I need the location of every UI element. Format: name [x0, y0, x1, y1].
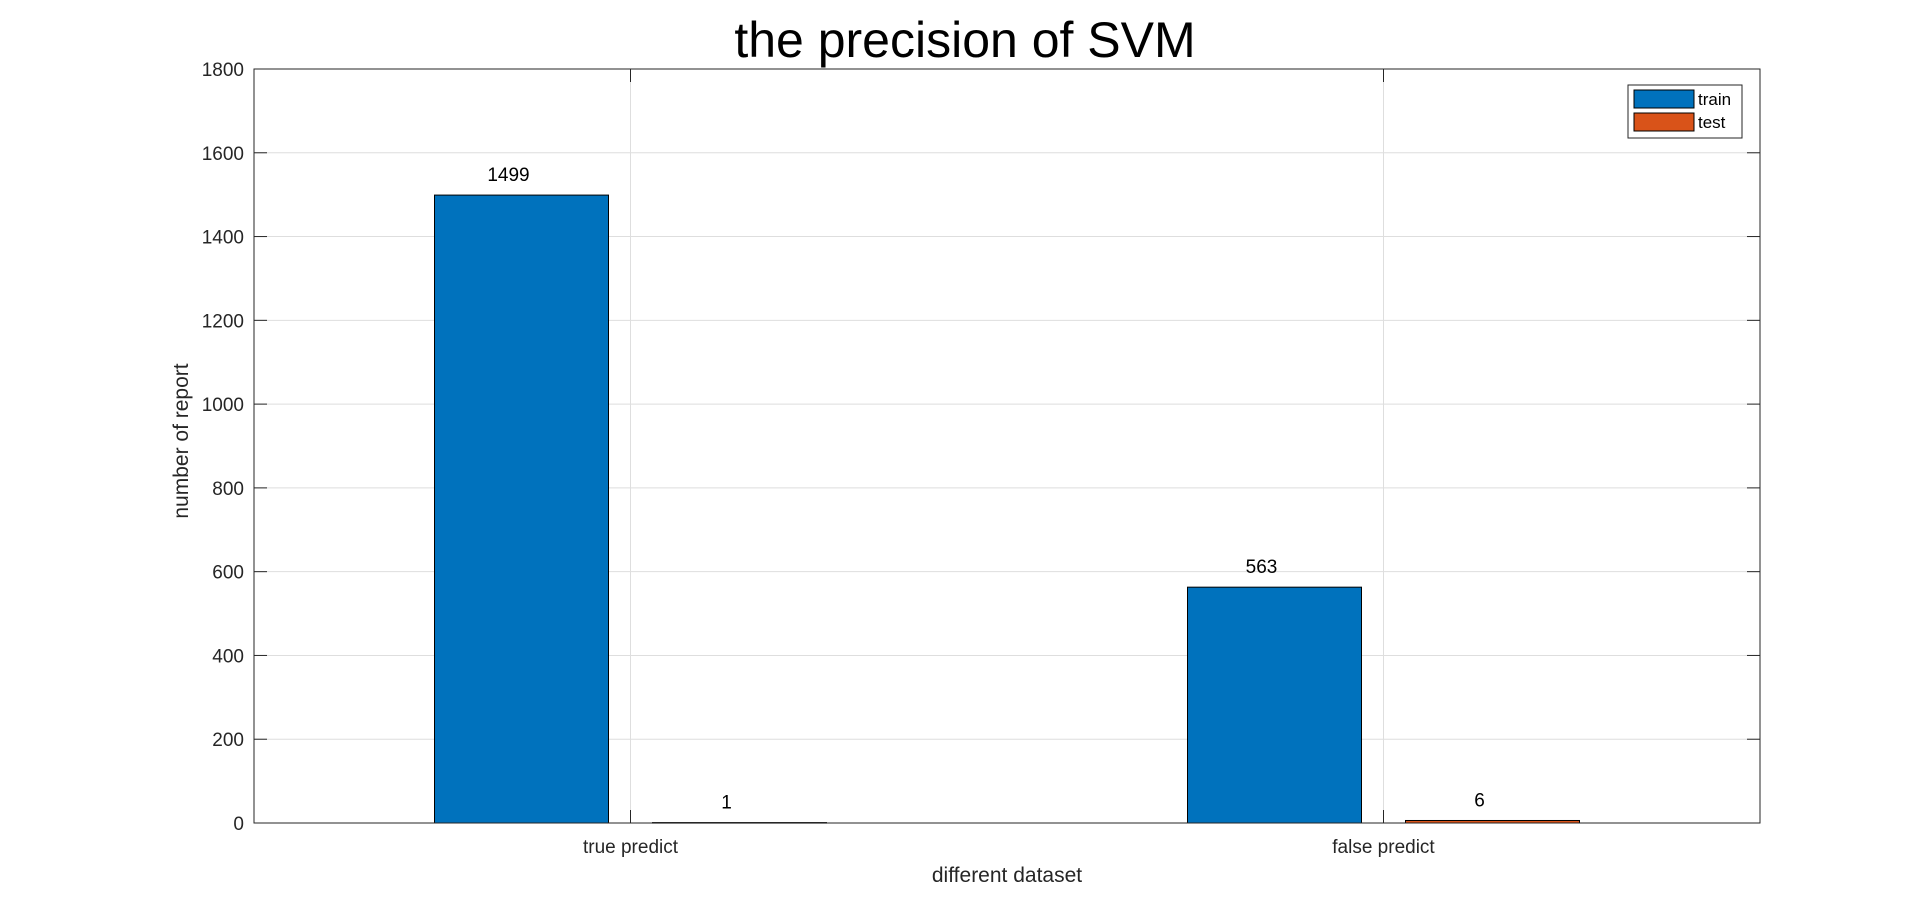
y-tick-label: 1200	[202, 311, 244, 332]
data-label-test-0: 1	[721, 793, 732, 814]
data-label-train-1: 563	[1246, 557, 1278, 578]
x-axis-label: different dataset	[932, 864, 1082, 887]
chart-title: the precision of SVM	[734, 12, 1195, 68]
plot-area-border	[253, 68, 1761, 824]
data-label-train-0: 1499	[487, 165, 529, 186]
y-tick-label: 800	[212, 479, 244, 500]
y-tick-label: 1000	[202, 395, 244, 416]
y-tick-label: 200	[212, 730, 244, 751]
data-label-test-1: 6	[1474, 790, 1485, 811]
y-tick-label: 0	[233, 814, 244, 835]
x-tick-label: true predict	[583, 837, 679, 858]
bar-train-1	[1187, 586, 1362, 824]
legend-swatch-test	[1633, 112, 1695, 132]
y-tick-label: 1600	[202, 144, 244, 165]
x-tick-label: false predict	[1332, 837, 1435, 858]
legend-label-test: test	[1698, 113, 1726, 132]
y-tick-label: 1800	[202, 60, 244, 81]
data-labels: 1499 563 1 6	[487, 165, 1484, 813]
axis-ticks: 0 200 400 600 800 1000 1200 1400 1600 1800 true pr…	[202, 60, 1760, 858]
bar-train-0	[434, 194, 609, 824]
y-tick-label: 1400	[202, 228, 244, 249]
y-tick-label: 600	[212, 563, 244, 584]
legend: train test	[1627, 84, 1743, 139]
legend-label-train: train	[1698, 90, 1731, 109]
y-tick-label: 400	[212, 646, 244, 667]
legend-swatch-train	[1633, 89, 1695, 109]
y-axis-label: number of report	[170, 363, 193, 518]
